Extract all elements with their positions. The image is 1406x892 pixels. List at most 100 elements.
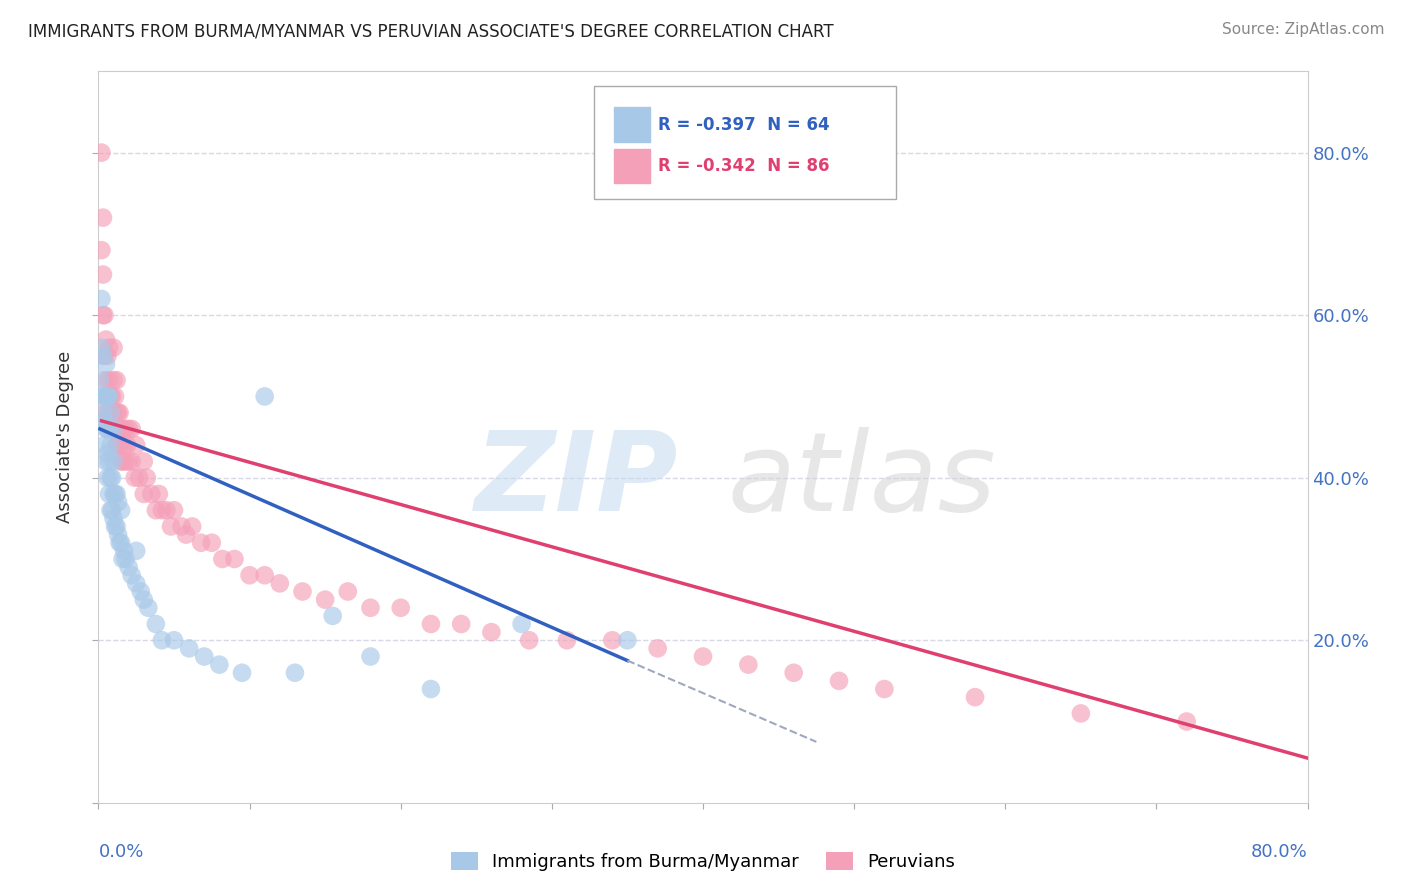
Point xyxy=(145,503,167,517)
Point xyxy=(253,568,276,582)
Legend: Immigrants from Burma/Myanmar, Peruvians: Immigrants from Burma/Myanmar, Peruvians xyxy=(443,845,963,879)
Point xyxy=(103,406,125,420)
Point xyxy=(128,471,150,485)
Point xyxy=(107,527,129,541)
Text: R = -0.342  N = 86: R = -0.342 N = 86 xyxy=(658,158,830,176)
Point xyxy=(100,438,122,452)
Point xyxy=(105,519,128,533)
Point xyxy=(124,471,146,485)
Point xyxy=(125,438,148,452)
Point xyxy=(360,649,382,664)
Point xyxy=(111,422,134,436)
Point xyxy=(90,145,112,160)
Point xyxy=(208,657,231,672)
Point xyxy=(420,617,443,632)
Point xyxy=(104,422,127,436)
Point xyxy=(104,487,127,501)
Point xyxy=(100,503,122,517)
Point xyxy=(193,649,215,664)
Point xyxy=(112,438,135,452)
Point xyxy=(125,576,148,591)
Point xyxy=(1070,706,1092,721)
Point xyxy=(98,373,121,387)
Text: R = -0.397  N = 64: R = -0.397 N = 64 xyxy=(658,116,830,134)
Point xyxy=(336,584,359,599)
Point xyxy=(91,389,114,403)
Point xyxy=(555,633,578,648)
Point xyxy=(1175,714,1198,729)
Point xyxy=(94,422,117,436)
Point xyxy=(94,406,117,420)
Point xyxy=(104,389,127,403)
Text: Source: ZipAtlas.com: Source: ZipAtlas.com xyxy=(1222,22,1385,37)
Point xyxy=(211,552,233,566)
Point xyxy=(91,406,114,420)
Point xyxy=(389,600,412,615)
FancyBboxPatch shape xyxy=(613,107,650,142)
Point xyxy=(96,389,118,403)
Point xyxy=(314,592,336,607)
Point xyxy=(616,633,638,648)
Point xyxy=(179,641,201,656)
Point xyxy=(481,625,503,640)
Point xyxy=(114,552,136,566)
Point xyxy=(107,438,129,452)
Point xyxy=(121,422,143,436)
Point xyxy=(94,389,117,403)
Point xyxy=(108,406,131,420)
Point xyxy=(98,389,121,403)
Point xyxy=(291,584,314,599)
Point xyxy=(150,633,173,648)
Point xyxy=(100,422,122,436)
Point xyxy=(100,406,122,420)
Point xyxy=(190,535,212,549)
Point xyxy=(115,438,138,452)
Text: 80.0%: 80.0% xyxy=(1251,843,1308,861)
Point xyxy=(101,389,124,403)
Point xyxy=(112,544,135,558)
Point xyxy=(105,487,128,501)
Point xyxy=(91,308,114,322)
Point xyxy=(201,535,224,549)
Point xyxy=(93,389,115,403)
Point xyxy=(125,544,148,558)
Point xyxy=(101,422,124,436)
Point xyxy=(91,349,114,363)
Point xyxy=(91,268,114,282)
Point xyxy=(94,373,117,387)
Point xyxy=(94,333,117,347)
Point xyxy=(93,414,115,428)
Point xyxy=(118,454,141,468)
Point xyxy=(114,422,136,436)
Point xyxy=(90,341,112,355)
Point xyxy=(510,617,533,632)
Point xyxy=(110,454,132,468)
Point xyxy=(103,454,125,468)
Point xyxy=(224,552,246,566)
Point xyxy=(269,576,291,591)
Point xyxy=(647,641,669,656)
Point xyxy=(101,503,124,517)
Point xyxy=(174,527,197,541)
Point xyxy=(602,633,624,648)
Point xyxy=(90,243,112,257)
Point xyxy=(150,503,173,517)
Point xyxy=(90,292,112,306)
Point xyxy=(100,471,122,485)
Point xyxy=(118,422,141,436)
Point xyxy=(239,568,262,582)
Point xyxy=(420,681,443,696)
Point xyxy=(231,665,253,680)
Point xyxy=(103,341,125,355)
Text: ZIP: ZIP xyxy=(475,427,679,534)
Point xyxy=(101,471,124,485)
Point xyxy=(322,608,344,623)
Point xyxy=(93,349,115,363)
Point xyxy=(103,487,125,501)
Point xyxy=(105,438,128,452)
Point xyxy=(105,406,128,420)
Text: atlas: atlas xyxy=(727,427,995,534)
Text: 0.0%: 0.0% xyxy=(98,843,143,861)
Point xyxy=(136,600,159,615)
Point xyxy=(110,503,132,517)
